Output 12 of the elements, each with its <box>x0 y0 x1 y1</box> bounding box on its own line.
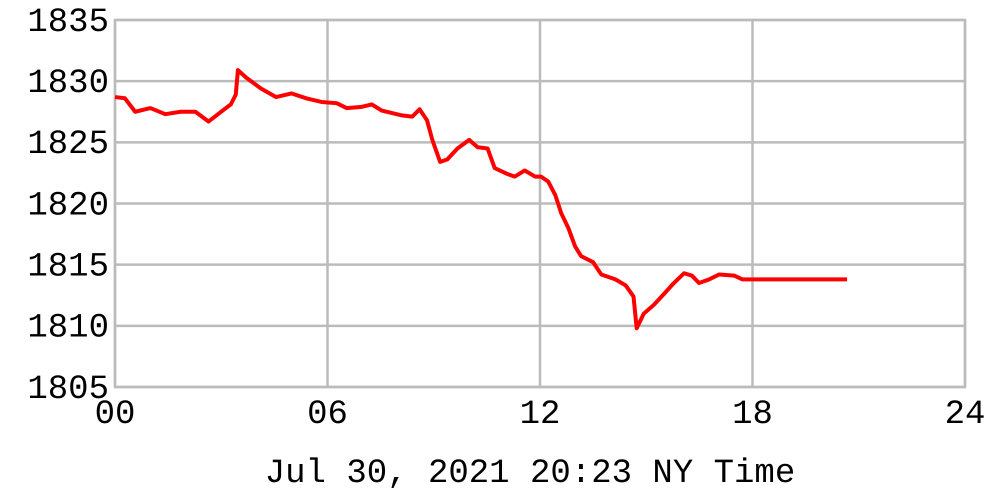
y-tick-label: 1835 <box>27 4 109 42</box>
line-series <box>113 68 850 330</box>
y-tick-label: 1815 <box>27 248 109 287</box>
x-tick-label: 06 <box>307 396 348 434</box>
x-axis-title: Jul 30, 2021 20:23 NY Time <box>264 455 796 491</box>
y-tick-label: 1810 <box>27 310 109 348</box>
x-tick-label: 12 <box>520 396 560 434</box>
x-tick-label: 18 <box>732 396 773 434</box>
y-tick-label: 1820 <box>27 187 109 226</box>
y-tick-label: 1830 <box>27 65 109 104</box>
y-tick-label: 1825 <box>27 126 109 164</box>
x-tick-label: 24 <box>944 396 986 434</box>
